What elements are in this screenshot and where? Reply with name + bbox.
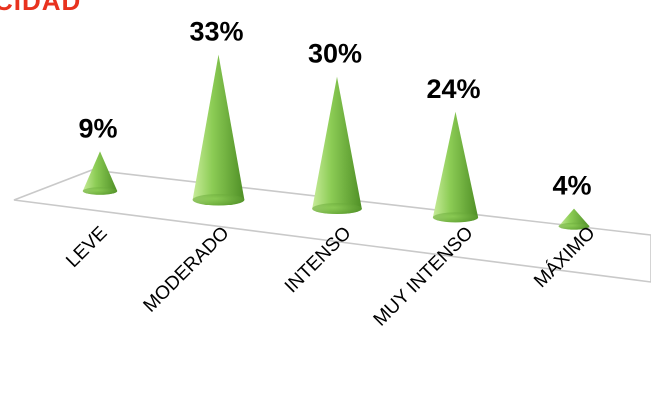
- category-label: INTENSO: [281, 223, 356, 298]
- value-label: 33%: [189, 17, 243, 47]
- value-label: 24%: [426, 74, 480, 104]
- category-label: MÁXIMO: [530, 223, 599, 292]
- category-label: LEVE: [62, 223, 111, 272]
- cone-muy-intenso: [432, 111, 479, 223]
- cone-intenso: [312, 76, 362, 215]
- chart-floor-plane: [13, 169, 651, 283]
- value-label: 9%: [78, 113, 117, 143]
- cone-base: [82, 187, 118, 195]
- cone-moderado: [192, 54, 245, 206]
- value-label: 4%: [552, 171, 591, 201]
- cone-leve: [82, 151, 118, 195]
- cone-base: [558, 222, 590, 230]
- value-label: 30%: [308, 39, 362, 69]
- cone-base: [432, 212, 479, 223]
- cone-base: [312, 203, 362, 215]
- category-label: MUY INTENSO: [370, 223, 478, 331]
- category-label: MODERADO: [140, 223, 234, 317]
- chart-title-fragment: CIDAD: [0, 0, 82, 16]
- cone-base: [192, 194, 245, 206]
